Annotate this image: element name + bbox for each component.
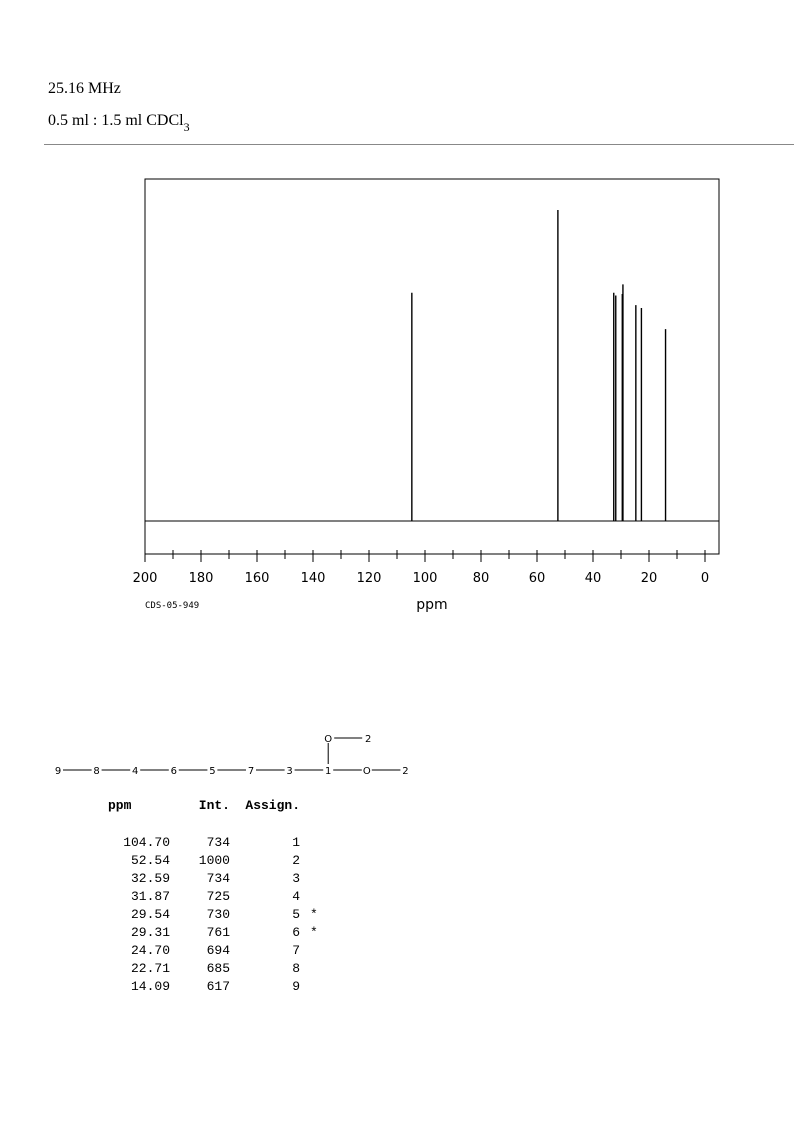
cell-assign: 9 [292, 979, 300, 994]
peak-table: ppm Int. Assign. 104.70 734 1 52.54 1000 2 32.… [96, 798, 340, 996]
cell-flag [300, 870, 340, 888]
cell-flag: * [310, 907, 318, 922]
cell-ppm: 14.09 [130, 979, 170, 994]
x-axis-label: ppm [416, 597, 447, 613]
header-assign: Assign. [245, 798, 300, 813]
cell-ppm: 29.54 [130, 907, 170, 922]
header-int: Int. [198, 798, 230, 813]
chain-atom-label: 2 [402, 766, 408, 777]
header-ppm: ppm [108, 798, 132, 813]
solvent-subscript: 3 [183, 120, 190, 134]
x-axis-tick-labels: 200 180 160 140 120 100 80 60 40 20 0 [133, 571, 710, 586]
cell-flag [300, 942, 340, 960]
cell-ppm: 52.54 [130, 853, 170, 868]
cell-assign: 8 [292, 961, 300, 976]
cell-flag [300, 834, 340, 852]
cell-ppm: 29.31 [130, 925, 170, 940]
cell-int: 1000 [198, 853, 230, 868]
cell-assign: 7 [292, 943, 300, 958]
x-tick-label: 0 [701, 571, 709, 586]
chain-atom-label: 1 [325, 766, 331, 777]
x-tick-label: 80 [473, 571, 490, 586]
structure-chain: 9 8 4 6 5 7 3 1 O 2 O 2 [55, 734, 409, 777]
peak-table-row: 14.09 617 9 [96, 978, 340, 996]
chain-atom-label: 6 [171, 766, 177, 777]
chain-atom-label: O [363, 766, 371, 777]
chain-atom-label: 7 [248, 766, 254, 777]
x-tick-label: 40 [585, 571, 602, 586]
cell-assign: 5 [292, 907, 300, 922]
cell-int: 761 [206, 925, 230, 940]
x-tick-label: 140 [301, 571, 326, 586]
peak-table-body: 104.70 734 1 52.54 1000 2 32.59 734 3 31.87 725 4 29… [96, 834, 340, 996]
spectrometer-frequency: 25.16 MHz [48, 80, 121, 97]
cell-int: 734 [206, 871, 230, 886]
cell-assign: 4 [292, 889, 300, 904]
solvent-text: 0.5 ml : 1.5 ml CDCl [48, 112, 184, 129]
x-tick-label: 160 [245, 571, 270, 586]
peak-table-row: 22.71 685 8 [96, 960, 340, 978]
chain-atom-label: 3 [286, 766, 292, 777]
header-divider [44, 144, 794, 145]
x-tick-label: 100 [413, 571, 438, 586]
cell-int: 730 [206, 907, 230, 922]
cell-int: 617 [206, 979, 230, 994]
x-tick-label: 200 [133, 571, 158, 586]
plot-frame [144, 178, 720, 555]
peak-table-row: 32.59 734 3 [96, 870, 340, 888]
cell-ppm: 22.71 [130, 961, 170, 976]
peak-table-row: 104.70 734 1 [96, 834, 340, 852]
cell-ppm: 104.70 [123, 835, 170, 850]
x-axis-ticks [144, 550, 706, 562]
nmr-spectrum-chart: 200 180 160 140 120 100 80 60 40 20 0 ppm CDS-05-9… [133, 178, 720, 613]
solvent-line: 0.5 ml : 1.5 ml CDCl3 [48, 112, 190, 134]
x-tick-label: 120 [357, 571, 382, 586]
chain-atom-label: 4 [132, 766, 138, 777]
cell-assign: 1 [292, 835, 300, 850]
x-tick-label: 20 [641, 571, 658, 586]
cell-flag [300, 852, 340, 870]
cell-int: 694 [206, 943, 230, 958]
peak-table-row: 31.87 725 4 [96, 888, 340, 906]
cell-int: 734 [206, 835, 230, 850]
cell-int: 725 [206, 889, 230, 904]
cell-assign: 2 [292, 853, 300, 868]
branch-atom-label: 2 [365, 734, 371, 745]
cell-flag [300, 978, 340, 996]
cell-ppm: 24.70 [130, 943, 170, 958]
cell-ppm: 31.87 [130, 889, 170, 904]
chain-atom-label: 8 [93, 766, 99, 777]
peak-table-header: ppm Int. Assign. [96, 798, 340, 834]
cell-int: 685 [206, 961, 230, 976]
peak-table-row: 29.54 730 5 * [96, 906, 340, 924]
peak-table-row: 29.31 761 6 * [96, 924, 340, 942]
cell-flag [300, 960, 340, 978]
peak-table-row: 52.54 1000 2 [96, 852, 340, 870]
structure-diagram: 9 8 4 6 5 7 3 1 O 2 O 2 [55, 734, 409, 777]
header-blank [300, 798, 340, 834]
chain-atom-label: 9 [55, 766, 61, 777]
cell-assign: 6 [292, 925, 300, 940]
peak-series [411, 210, 667, 521]
x-tick-label: 180 [189, 571, 214, 586]
chain-atom-label: 5 [209, 766, 215, 777]
spectrum-code-label: CDS-05-949 [145, 601, 199, 611]
cell-flag: * [310, 925, 318, 940]
cell-assign: 3 [292, 871, 300, 886]
branch-atom-label: O [324, 734, 332, 745]
cell-flag [300, 888, 340, 906]
peak-table-row: 24.70 694 7 [96, 942, 340, 960]
cell-ppm: 32.59 [130, 871, 170, 886]
x-tick-label: 60 [529, 571, 546, 586]
